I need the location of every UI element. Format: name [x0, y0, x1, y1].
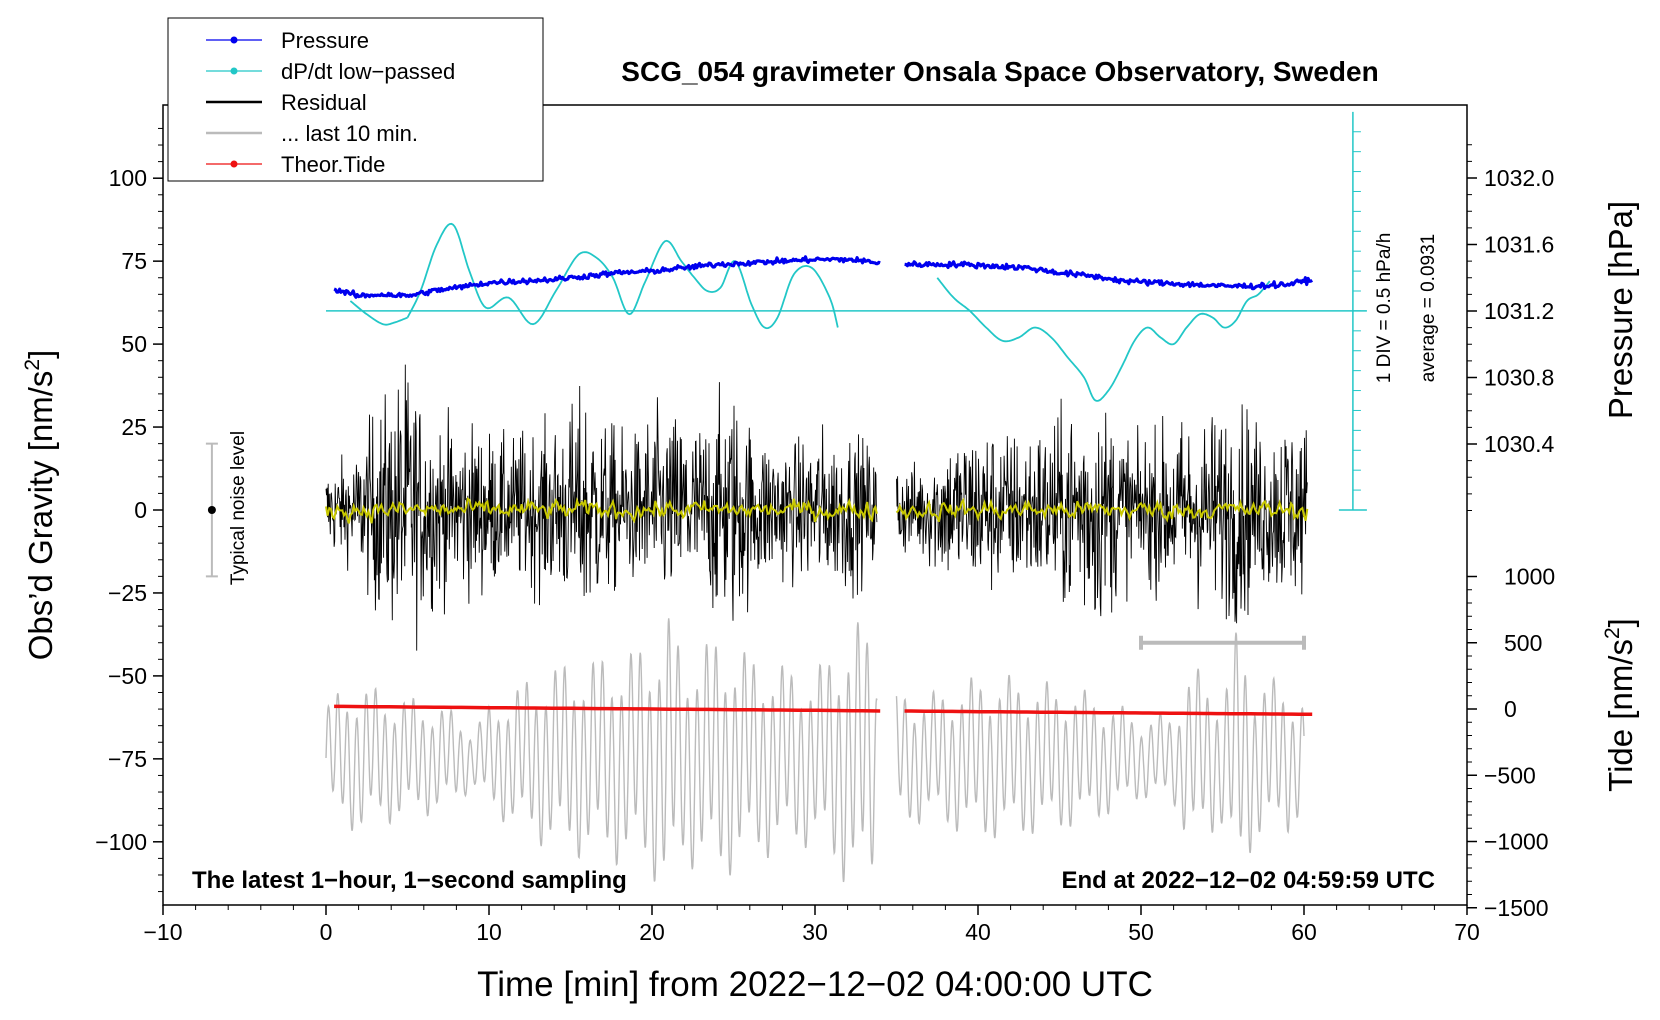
end-time-note: End at 2022−12−02 04:59:59 UTC: [1061, 867, 1435, 894]
y-axis-label-gravity: Obs’d Gravity [nm/s2]: [21, 350, 59, 661]
x-tick-label: 20: [639, 919, 665, 945]
legend-marker-1: [230, 36, 238, 44]
y-tick-label-tide: −1500: [1484, 895, 1549, 921]
x-tick-label: 70: [1454, 919, 1480, 945]
x-tick-label: 50: [1128, 919, 1154, 945]
y-tick-label-gravity: 0: [134, 497, 147, 523]
legend-label-1: Pressure: [281, 28, 369, 53]
noise-bar-center-dot: [207, 506, 216, 514]
last-10-min-segment-1: [325, 618, 878, 883]
sampling-note: The latest 1−hour, 1−second sampling: [192, 867, 627, 894]
y-tick-label-gravity: −75: [108, 746, 147, 772]
legend-marker-2: [230, 67, 238, 75]
chart-title: SCG_054 gravimeter Onsala Space Observat…: [621, 56, 1378, 87]
noise-level-label: Typical noise level: [228, 431, 249, 585]
tide-line-segment-2: [904, 709, 1313, 717]
last-10-min-segment-2: [895, 632, 1305, 854]
y-tick-label-gravity: −25: [108, 580, 147, 606]
scale-div-label: 1 DIV = 0.5 hPa/h: [1374, 233, 1395, 384]
y-tick-label-tide: 500: [1504, 630, 1542, 656]
pressure-line-segment-1: [333, 255, 881, 299]
residual-smoothed-segment-2: [895, 497, 1309, 523]
residual-series: [325, 364, 1308, 651]
x-tick-label: −10: [143, 919, 182, 945]
scale-average-label: average = 0.0931: [1418, 234, 1439, 382]
residual-smoothed-segment-1: [325, 496, 878, 524]
residual-line-segment-2: [896, 398, 1308, 624]
legend-label-2: dP/dt low−passed: [281, 59, 455, 84]
x-tick-label: 10: [476, 919, 502, 945]
y-tick-label-tide: 1000: [1504, 564, 1555, 590]
pressure-line-segment-2: [904, 260, 1314, 291]
y-axis-label-tide: Tide [nm/s2]: [1601, 618, 1639, 792]
legend: Pressure dP/dt low−passed Residual ... last…: [167, 17, 544, 182]
legend-label-3: Residual: [281, 90, 367, 115]
pressure-series: [333, 255, 1314, 299]
last-10-min-series: [325, 618, 1305, 883]
residual-smoothed-series: [325, 496, 1309, 524]
annotations: [205, 111, 1367, 650]
y-tick-label-gravity: 25: [121, 414, 147, 440]
dpdt-line-segment-3: [936, 277, 1271, 402]
x-axis-label: Time [min] from 2022−12−02 04:00:00 UTC: [477, 965, 1153, 1004]
y-tick-label-pressure: 1031.2: [1484, 298, 1554, 324]
y-axis-label-pressure: Pressure [hPa]: [1602, 201, 1639, 419]
y-tick-label-gravity: −100: [95, 829, 147, 855]
y-tick-label-gravity: 75: [121, 248, 147, 274]
y-tick-label-gravity: 100: [109, 165, 147, 191]
residual-line-segment-1: [325, 364, 878, 651]
x-tick-label: 0: [320, 919, 333, 945]
y-tick-label-tide: −500: [1484, 762, 1536, 788]
x-tick-label: 60: [1291, 919, 1317, 945]
legend-label-4: ... last 10 min.: [281, 121, 418, 146]
tide-line-segment-1: [334, 704, 881, 713]
x-tick-label: 30: [802, 919, 828, 945]
y-tick-label-tide: −1000: [1484, 829, 1549, 855]
x-tick-label: 40: [965, 919, 991, 945]
y-tick-label-pressure: 1030.8: [1484, 365, 1554, 391]
y-tick-label-pressure: 1030.4: [1484, 431, 1555, 457]
legend-box: [167, 17, 544, 182]
y-tick-label-gravity: −50: [108, 663, 147, 689]
y-tick-label-tide: 0: [1504, 696, 1517, 722]
y-tick-label-pressure: 1032.0: [1484, 165, 1554, 191]
dpdt-line-segment-1: [349, 300, 408, 326]
theoretical-tide-series: [334, 704, 1313, 717]
y-tick-label-pressure: 1031.6: [1484, 232, 1554, 258]
legend-marker-5: [230, 160, 238, 168]
y-tick-label-gravity: 50: [121, 331, 147, 357]
axis-ticks: −10 0 10 20 30 40 50 60 70−100−75−50−25025507510…: [95, 127, 1555, 945]
legend-label-5: Theor.Tide: [281, 152, 385, 177]
